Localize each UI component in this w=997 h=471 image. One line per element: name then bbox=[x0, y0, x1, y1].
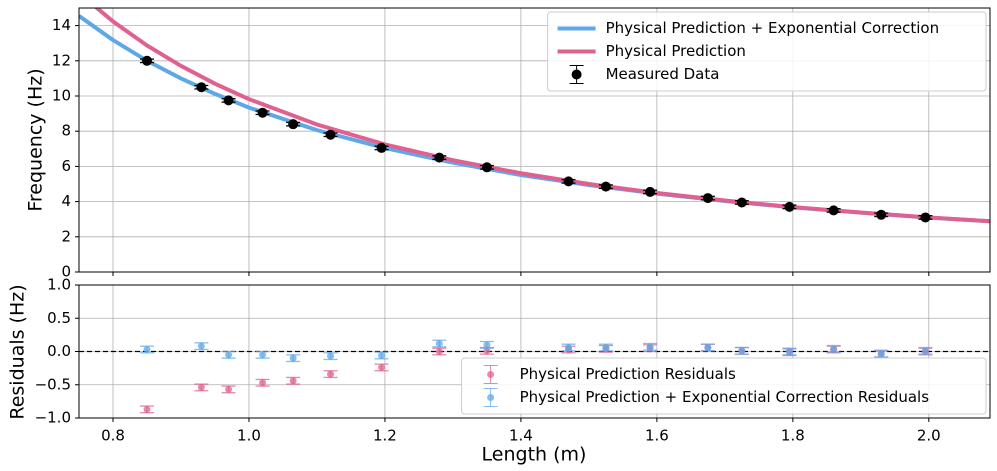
data-point bbox=[225, 351, 233, 359]
x-tick-label: 1.4 bbox=[509, 427, 533, 445]
y-tick-label: 10 bbox=[52, 87, 71, 105]
x-tick-label: 2.0 bbox=[917, 427, 941, 445]
data-point bbox=[563, 176, 574, 187]
data-point bbox=[143, 405, 151, 413]
data-point bbox=[196, 82, 207, 93]
data-point bbox=[877, 349, 885, 357]
y-tick-label: 1.0 bbox=[47, 276, 71, 294]
y-axis-label: Frequency (Hz) bbox=[25, 68, 47, 211]
data-point bbox=[920, 212, 931, 223]
data-point bbox=[921, 347, 929, 355]
axes-frame bbox=[78, 284, 991, 419]
data-point bbox=[141, 55, 152, 66]
data-point bbox=[483, 341, 491, 349]
data-point bbox=[564, 344, 572, 352]
legend-label: Physical Prediction + Exponential Correc… bbox=[606, 19, 939, 37]
data-point bbox=[736, 197, 747, 208]
data-point bbox=[378, 363, 386, 371]
y-tick-label: 0.0 bbox=[47, 342, 71, 360]
y-tick-label: 0.5 bbox=[47, 309, 71, 327]
y-tick-label: 6 bbox=[61, 157, 71, 175]
line bbox=[93, 8, 990, 224]
legend-label: Measured Data bbox=[606, 65, 720, 83]
legend-swatch bbox=[571, 69, 582, 80]
data-point bbox=[704, 344, 712, 352]
data-point bbox=[600, 181, 611, 192]
y-tick-label: 2 bbox=[61, 227, 71, 245]
y-tick-label: 8 bbox=[61, 122, 71, 140]
data-point bbox=[259, 351, 267, 359]
data-point bbox=[830, 345, 838, 353]
legend-label: Physical Prediction bbox=[606, 42, 746, 60]
data-point bbox=[378, 351, 386, 359]
data-point bbox=[434, 152, 445, 163]
x-tick-label: 1.0 bbox=[237, 427, 261, 445]
x-tick-label: 0.8 bbox=[101, 427, 125, 445]
legend-box bbox=[461, 357, 987, 415]
data-point bbox=[785, 348, 793, 355]
y-tick-label: 4 bbox=[61, 192, 71, 210]
data-point bbox=[288, 119, 299, 130]
data-point bbox=[289, 377, 297, 385]
y-tick-label: −1.0 bbox=[35, 409, 71, 427]
legend-box bbox=[547, 11, 987, 92]
legend-label: Physical Prediction Residuals bbox=[520, 365, 736, 383]
y-tick-label: 12 bbox=[52, 51, 71, 69]
y-axis-label: Residuals (Hz) bbox=[7, 284, 29, 419]
data-point bbox=[327, 352, 335, 360]
data-point bbox=[225, 385, 233, 393]
y-tick-label: 0 bbox=[61, 263, 71, 281]
x-tick-label: 1.2 bbox=[373, 427, 397, 445]
data-point bbox=[435, 340, 443, 348]
data-point bbox=[327, 370, 335, 378]
data-point bbox=[259, 379, 267, 387]
y-tick-label: −0.5 bbox=[35, 375, 71, 393]
x-tick-label: 1.8 bbox=[781, 427, 805, 445]
data-point bbox=[876, 209, 887, 220]
data-point bbox=[197, 342, 205, 350]
data-point bbox=[197, 383, 205, 391]
x-tick-label: 1.6 bbox=[645, 427, 669, 445]
axes-frame bbox=[78, 7, 991, 273]
data-point bbox=[483, 347, 491, 355]
data-point bbox=[645, 186, 656, 197]
data-point bbox=[325, 129, 336, 140]
data-point bbox=[435, 348, 443, 355]
data-point bbox=[376, 142, 387, 153]
x-axis-label: Length (m) bbox=[482, 444, 587, 466]
data-point bbox=[784, 201, 795, 212]
legend-swatch bbox=[487, 371, 495, 378]
data-point bbox=[646, 343, 654, 351]
data-point bbox=[602, 344, 610, 352]
data-point bbox=[223, 95, 234, 106]
data-point bbox=[289, 354, 297, 362]
data-point bbox=[257, 107, 268, 118]
data-point bbox=[828, 205, 839, 216]
data-point bbox=[481, 162, 492, 173]
data-point bbox=[738, 347, 746, 355]
data-point bbox=[143, 346, 151, 354]
legend-label: Physical Prediction + Exponential Correc… bbox=[520, 388, 930, 406]
data-point bbox=[702, 193, 713, 204]
legend-swatch bbox=[487, 394, 495, 401]
y-tick-label: 14 bbox=[52, 16, 71, 34]
